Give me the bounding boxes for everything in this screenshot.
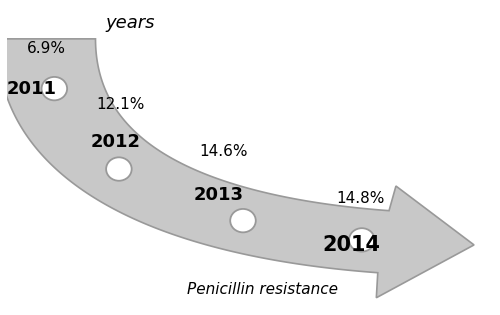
- Ellipse shape: [349, 228, 374, 252]
- Text: 2014: 2014: [322, 235, 380, 255]
- Text: 2012: 2012: [90, 133, 140, 151]
- Polygon shape: [0, 39, 474, 298]
- Text: 2011: 2011: [6, 80, 56, 98]
- Text: 6.9%: 6.9%: [27, 41, 66, 56]
- Ellipse shape: [230, 209, 256, 232]
- Text: 14.8%: 14.8%: [337, 191, 385, 206]
- Ellipse shape: [42, 77, 67, 100]
- Ellipse shape: [106, 157, 132, 181]
- Text: 14.6%: 14.6%: [199, 144, 248, 159]
- Text: 12.1%: 12.1%: [96, 97, 144, 112]
- Text: Penicillin resistance: Penicillin resistance: [187, 282, 338, 297]
- Text: years: years: [105, 14, 154, 32]
- Text: 2013: 2013: [194, 186, 244, 204]
